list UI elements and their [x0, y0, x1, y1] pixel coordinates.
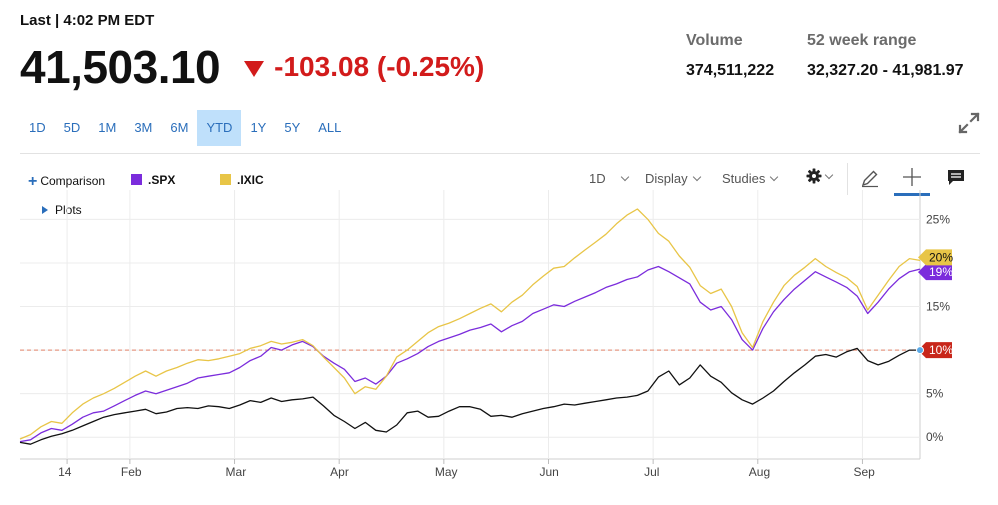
plots-toggle[interactable]: Plots: [42, 203, 82, 217]
range-button-1d[interactable]: 1D: [29, 120, 46, 135]
chevron-down-icon: [770, 172, 779, 182]
studies-dropdown[interactable]: Studies: [722, 171, 779, 186]
range-button-3m[interactable]: 3M: [134, 120, 153, 135]
end-badge-ixic-text: 20%: [929, 250, 953, 264]
price-change: -103.08 (-0.25%): [274, 51, 485, 82]
x-tick-label: Feb: [121, 465, 142, 479]
y-tick-label: 25%: [926, 212, 950, 226]
down-arrow-icon: [244, 61, 265, 77]
end-badge-spx: 19%: [918, 264, 953, 281]
end-badge-spx-shape: [918, 264, 952, 281]
settings-dropdown[interactable]: [805, 167, 834, 185]
legend-label-ixic: .IXIC: [237, 173, 264, 187]
comparison-label: Comparison: [40, 174, 106, 188]
x-tick-label: Jul: [644, 465, 659, 479]
legend-ixic[interactable]: .IXIC: [220, 172, 264, 187]
end-badge-main-shape: [918, 342, 952, 359]
range-button-ytd[interactable]: YTD: [197, 110, 242, 146]
range-label: 52 week range: [807, 32, 917, 49]
series-line-main: [19, 347, 920, 445]
range-stat: 52 week range 32,327.20 - 41,981.97: [807, 32, 964, 80]
chevron-down-icon: [620, 172, 629, 182]
legend-label-spx: .SPX: [148, 173, 176, 187]
x-tick-label: 14: [58, 465, 72, 479]
legend-swatch-spx: [131, 174, 142, 185]
expand-icon[interactable]: [956, 110, 982, 136]
end-badge-ixic-shape: [918, 249, 952, 266]
x-tick-label: Apr: [330, 465, 349, 479]
chevron-down-icon: [692, 172, 701, 182]
y-tick-label: 10%: [926, 343, 950, 357]
display-label: Display: [645, 171, 688, 186]
range-button-5d[interactable]: 5D: [63, 120, 81, 135]
comparison-button[interactable]: + Comparison: [28, 172, 105, 190]
legend-spx[interactable]: .SPX: [131, 172, 175, 187]
chart-toolbar: + Comparison .SPX .IXIC 1D Display Studie…: [20, 163, 980, 196]
studies-label: Studies: [722, 171, 766, 186]
volume-label: Volume: [686, 32, 743, 49]
x-tick-label: Aug: [749, 465, 770, 479]
last-point-marker: [916, 346, 924, 355]
interval-label: 1D: [589, 171, 606, 186]
range-button-6m[interactable]: 6M: [170, 120, 189, 135]
last-price: 41,503.10: [20, 41, 221, 93]
volume-stat: Volume 374,511,222: [686, 32, 774, 80]
end-badge-spx-text: 19%: [929, 265, 953, 279]
range-button-all[interactable]: ALL: [318, 120, 342, 135]
y-tick-label: 5%: [926, 387, 944, 401]
header-divider: [20, 153, 980, 154]
x-tick-label: Sep: [853, 465, 875, 479]
crosshair-active-indicator: [894, 193, 930, 196]
last-update-label: Last | 4:02 PM EDT: [20, 12, 155, 29]
range-button-5y[interactable]: 5Y: [284, 120, 301, 135]
plus-icon: +: [28, 173, 38, 190]
series-line-ixic: [19, 208, 921, 440]
plots-label: Plots: [55, 203, 82, 217]
time-range-selector: 1D 5D 1M 3M 6M YTD 1Y 5Y ALL: [20, 110, 350, 146]
interval-dropdown[interactable]: 1D: [589, 171, 629, 186]
settings-icon: [806, 168, 822, 184]
end-badge-main: 10%: [918, 342, 953, 359]
toolbar-separator: [847, 163, 848, 195]
legend-swatch-ixic: [220, 174, 231, 185]
x-tick-label: May: [435, 465, 458, 479]
crosshair-icon[interactable]: [902, 167, 922, 187]
price-row: 41,503.10 -103.08 (-0.25%): [20, 40, 484, 94]
chevron-down-icon: [824, 170, 834, 180]
x-tick-label: Mar: [226, 465, 247, 479]
series-line-spx: [19, 265, 921, 443]
y-tick-label: 15%: [926, 300, 950, 314]
pencil-icon[interactable]: [860, 168, 880, 188]
volume-value: 374,511,222: [686, 62, 775, 79]
y-tick-label: 20%: [926, 256, 950, 270]
x-tick-label: Jun: [539, 465, 558, 479]
comment-icon[interactable]: [946, 167, 966, 187]
display-dropdown[interactable]: Display: [645, 171, 701, 186]
y-tick-label: 0%: [926, 430, 944, 444]
end-badge-ixic: 20%: [918, 249, 953, 266]
end-badge-main-text: 10%: [929, 343, 953, 357]
range-button-1y[interactable]: 1Y: [250, 120, 267, 135]
range-button-1m[interactable]: 1M: [98, 120, 117, 135]
caret-right-icon: [42, 206, 48, 214]
range-value: 32,327.20 - 41,981.97: [807, 62, 964, 79]
